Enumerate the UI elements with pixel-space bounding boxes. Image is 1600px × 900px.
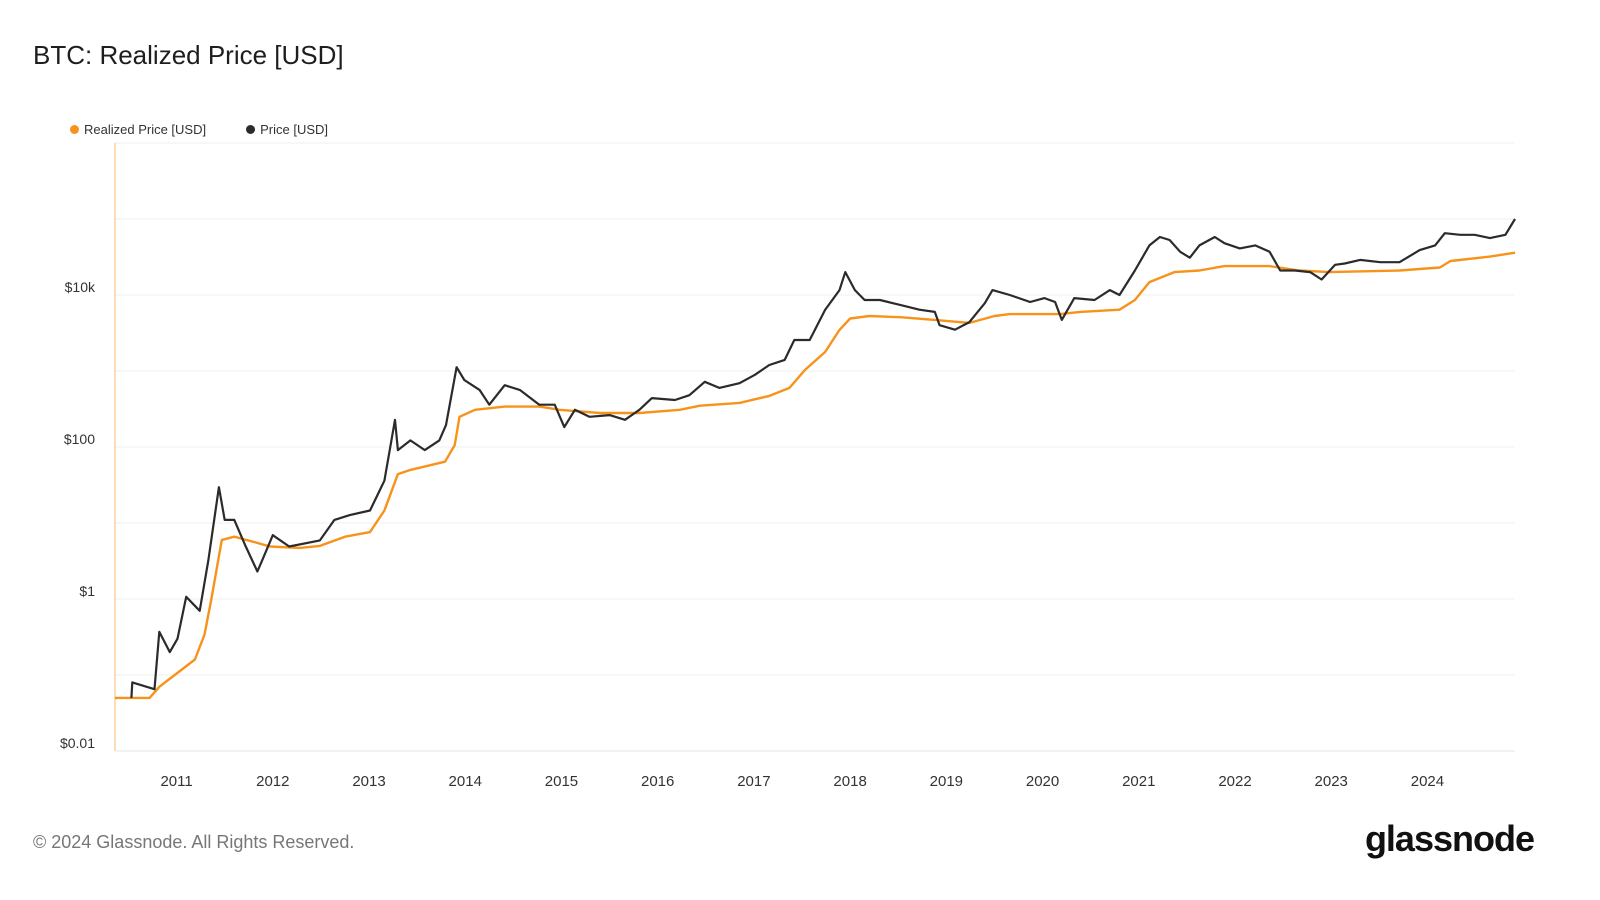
x-tick-label: 2020 — [1026, 773, 1059, 790]
price-line — [130, 218, 1516, 698]
realized-price-line — [115, 251, 1516, 700]
x-tick-label: 2018 — [833, 773, 866, 790]
x-tick-label: 2012 — [256, 773, 289, 790]
x-tick-label: 2022 — [1218, 773, 1251, 790]
legend-dot-icon — [70, 125, 79, 134]
y-tick-label: $10k — [65, 279, 96, 295]
x-tick-label: 2019 — [930, 773, 963, 790]
legend-label: Price [USD] — [260, 122, 329, 137]
x-tick-label: 2011 — [160, 773, 192, 790]
legend-item-realized-price[interactable]: Realized Price [USD] — [70, 122, 206, 137]
y-tick-label: $100 — [64, 431, 95, 447]
x-tick-label: 2023 — [1315, 773, 1348, 790]
y-tick-label: $0.01 — [60, 735, 95, 751]
x-tick-label: 2016 — [641, 773, 674, 790]
x-tick-label: 2024 — [1411, 773, 1444, 790]
x-tick-label: 2017 — [737, 773, 770, 790]
legend-dot-icon — [246, 125, 256, 134]
legend-item-price[interactable]: Price [USD] — [246, 122, 328, 137]
x-tick-label: 2021 — [1122, 773, 1155, 790]
chart-title: BTC: Realized Price [USD] — [33, 40, 344, 70]
y-tick-label: $1 — [79, 583, 95, 599]
x-tick-label: 2015 — [545, 773, 578, 790]
copyright-footer: © 2024 Glassnode. All Rights Reserved. — [33, 832, 355, 852]
legend-label: Realized Price [USD] — [84, 122, 207, 137]
x-tick-label: 2014 — [449, 773, 482, 790]
x-tick-label: 2013 — [352, 773, 385, 790]
legend: Realized Price [USD] Price [USD] — [70, 122, 328, 137]
glassnode-logo: glassnode — [1364, 818, 1535, 859]
